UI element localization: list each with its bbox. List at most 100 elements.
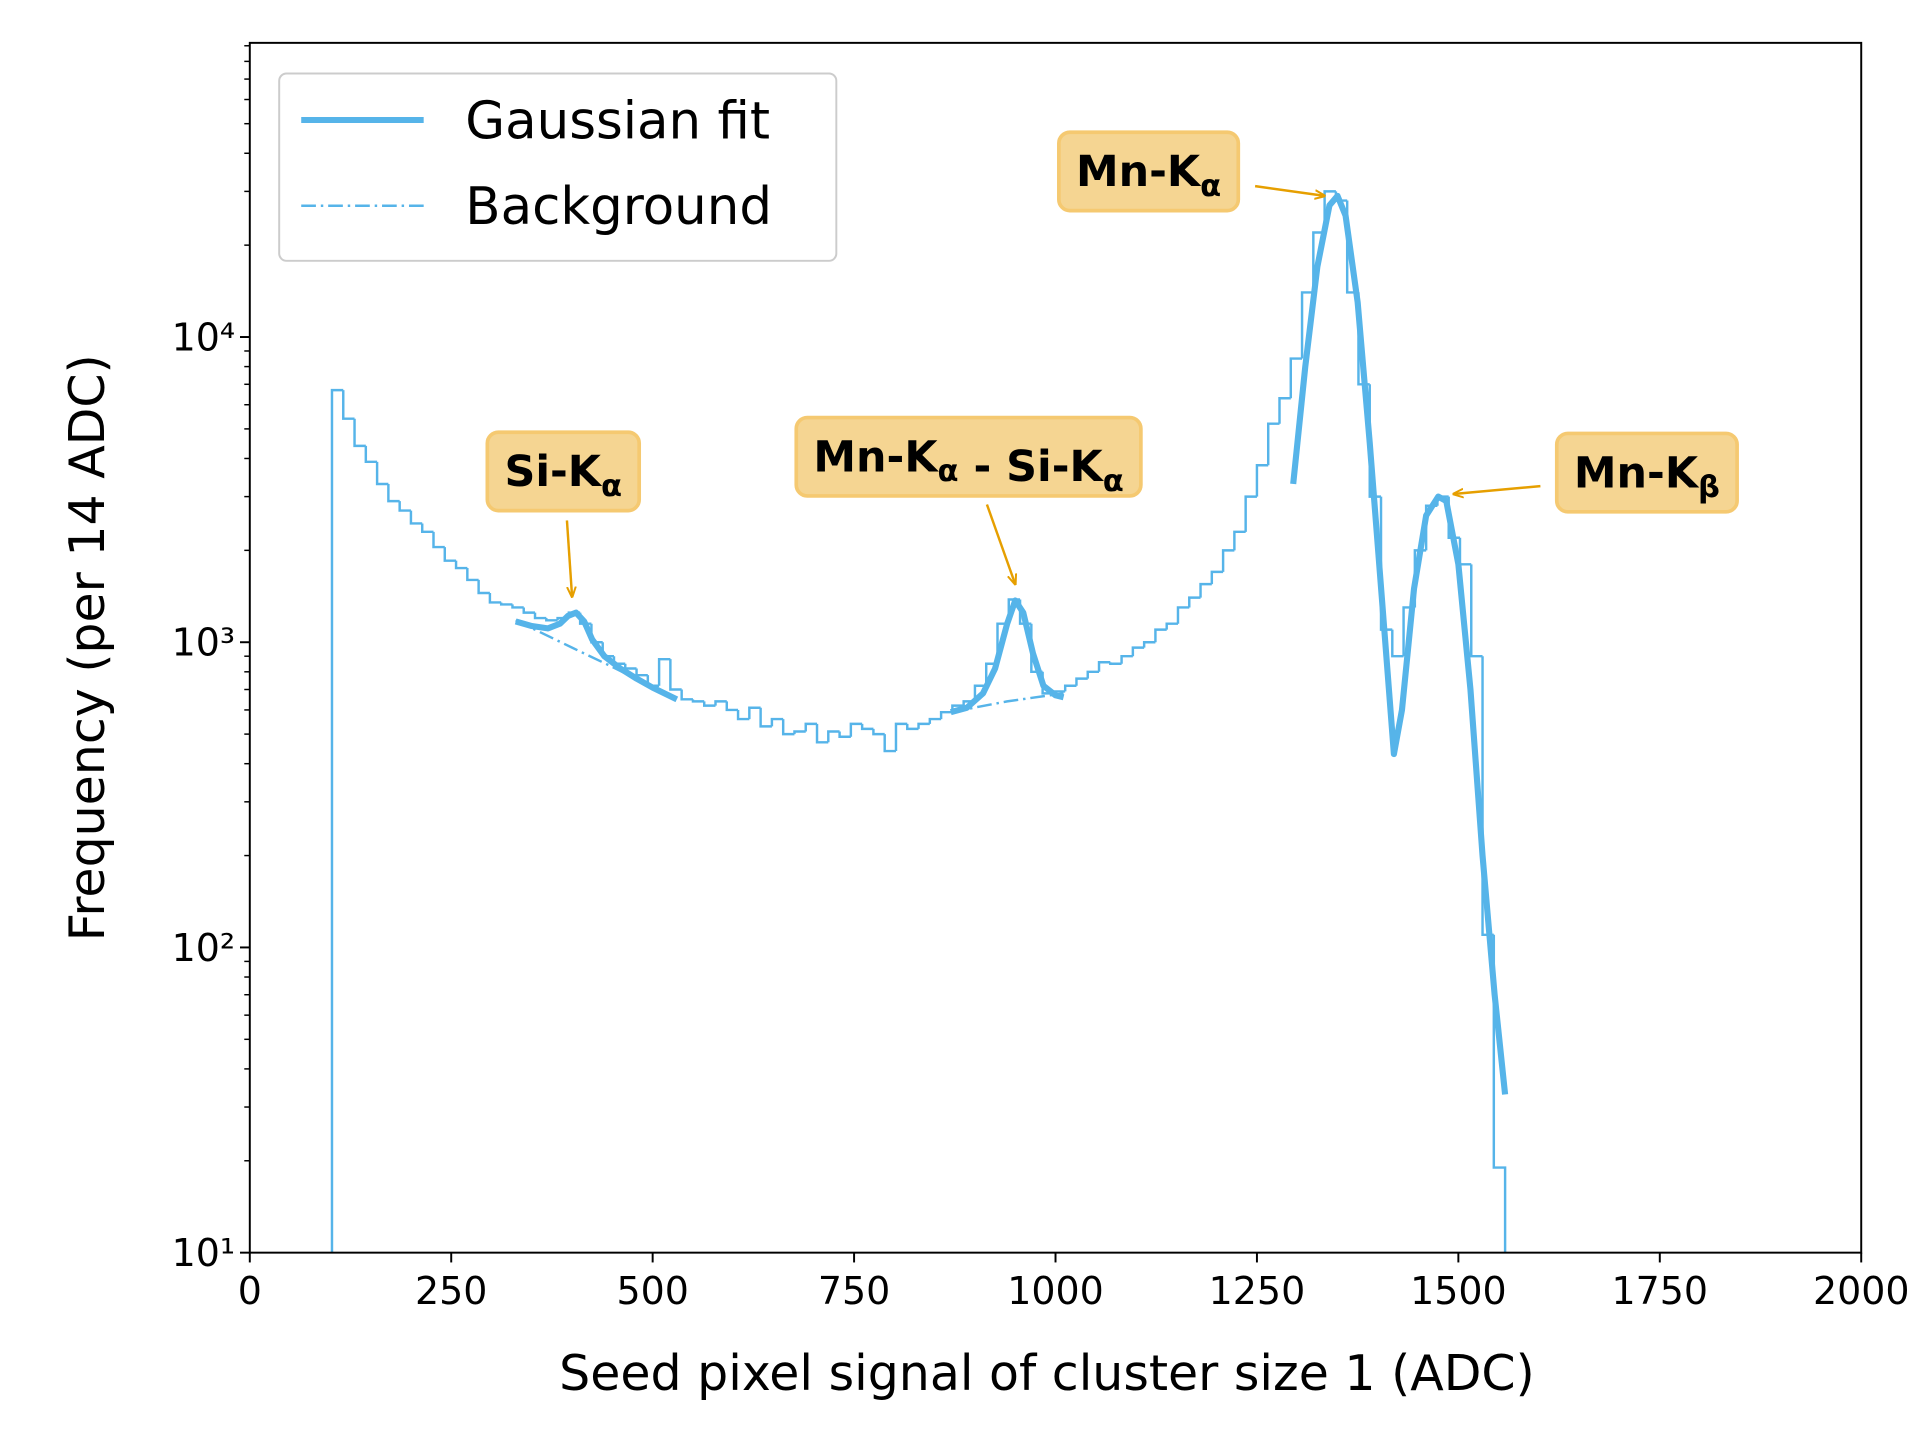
annotation: Mn-Kβ: [1454, 431, 1739, 514]
histogram-bin: [1458, 537, 1472, 566]
x-axis-label: Seed pixel signal of cluster size 1 (ADC…: [559, 1345, 1535, 1402]
histogram-bin: [499, 602, 513, 606]
histogram-bin: [657, 657, 671, 686]
legend-label: Gaussian fit: [465, 91, 770, 151]
histogram-bin: [1097, 660, 1111, 672]
histogram-bin: [387, 483, 400, 503]
histogram-bin: [928, 717, 942, 724]
histogram-bin: [420, 523, 434, 534]
plot-area: [330, 190, 1509, 1253]
annotation: Si-Kα: [485, 430, 642, 596]
legend-label: Background: [465, 177, 772, 237]
histogram-bin: [793, 730, 806, 735]
annotation-text: Mn-Kα - Si-Kα: [813, 432, 1123, 499]
x-tick-label: 1250: [1209, 1269, 1306, 1313]
x-tick-label: 500: [616, 1269, 688, 1313]
histogram-bin: [477, 579, 490, 595]
annotation-text: Mn-Kα: [1076, 147, 1221, 204]
histogram-bin: [1492, 934, 1507, 1253]
annotation-arrow: [1254, 184, 1325, 196]
annotation-box: [1554, 431, 1739, 514]
y-axis-label: Frequency (per 14 ADC): [59, 354, 116, 941]
histogram-bin: [838, 731, 851, 739]
histogram-bin: [1120, 654, 1133, 664]
annotation-sub: α: [1200, 169, 1221, 204]
histogram-bin: [1255, 464, 1269, 497]
histogram-bin: [1379, 496, 1393, 631]
histogram-bin: [1210, 570, 1224, 585]
histogram-bin: [511, 604, 524, 609]
x-tick-label: 1500: [1410, 1269, 1507, 1313]
annotation-box: [485, 430, 642, 513]
x-tick-label: 2000: [1813, 1269, 1910, 1313]
annotation-arrow: [565, 520, 572, 596]
annotation: Mn-Kα - Si-Kα: [794, 415, 1143, 585]
histogram-bin: [770, 717, 784, 727]
histogram-bin: [330, 388, 344, 1253]
histogram-bin: [736, 709, 750, 721]
annotation-sub: β: [1698, 470, 1720, 505]
histogram-bin: [1221, 549, 1235, 572]
annotation-main: Si-K: [504, 447, 602, 497]
annotation-main: Mn-K: [1574, 448, 1700, 498]
histogram-bin: [1086, 670, 1100, 679]
histogram-bin: [1154, 628, 1167, 643]
histogram-bin: [815, 723, 829, 744]
histogram-bin: [1131, 646, 1145, 657]
histogram-bin: [1142, 641, 1156, 648]
histogram-bin: [1244, 495, 1257, 532]
histogram-bin: [917, 722, 930, 729]
histogram-bin: [1470, 564, 1483, 658]
histogram-bin: [759, 707, 772, 728]
histogram-bin: [894, 722, 908, 752]
annotation-text: Si-Kα: [504, 447, 622, 504]
x-tick-label: 1750: [1612, 1269, 1709, 1313]
histogram-bin: [1165, 622, 1178, 630]
background-line: [515, 619, 1064, 714]
histogram-bin: [432, 531, 445, 549]
histogram-bin: [522, 607, 536, 614]
histogram-bin: [1188, 596, 1201, 608]
annotation-sub: α: [938, 454, 959, 489]
annotation-text: Mn-Kβ: [1574, 448, 1720, 505]
y-tick-label: 10³: [172, 621, 235, 665]
annotation-main: Mn-K: [813, 432, 939, 482]
histogram-bin: [906, 723, 919, 731]
y-tick-label: 10¹: [172, 1231, 235, 1275]
annotation-arrow: [985, 504, 1015, 584]
annotation-arrow: [1454, 484, 1541, 494]
histogram-bin: [804, 722, 818, 732]
histogram-bin: [1266, 422, 1280, 466]
annotation-box: [794, 415, 1143, 498]
x-tick-label: 750: [818, 1269, 890, 1313]
legend: Gaussian fit Background: [278, 72, 838, 262]
histogram-bin: [973, 684, 987, 702]
histogram-bin: [342, 390, 355, 420]
histogram-bin: [1176, 606, 1190, 624]
histogram-bin: [364, 445, 378, 464]
histogram-bin: [781, 719, 795, 736]
histogram-bin: [1063, 684, 1077, 692]
histogram-bin: [827, 730, 840, 743]
histogram-bin: [533, 612, 547, 620]
histogram-bin: [680, 689, 693, 701]
histogram-bin: [624, 663, 637, 670]
x-tick-label: 250: [415, 1269, 487, 1313]
histogram-bin: [939, 710, 953, 720]
histogram-bin: [1278, 397, 1291, 424]
histogram-bin: [1300, 291, 1314, 359]
histogram-bin: [488, 592, 502, 604]
histogram-bin: [353, 418, 366, 448]
histogram-bin: [375, 461, 389, 486]
y-tick-label: 10²: [172, 926, 235, 970]
fit-line: [514, 192, 1509, 1095]
histogram-bin: [849, 722, 863, 737]
histogram-bin: [702, 701, 716, 707]
histogram-bin: [443, 547, 457, 562]
histogram-bin: [1312, 231, 1325, 293]
histogram-bin: [466, 568, 479, 582]
histogram-bin: [1075, 677, 1088, 686]
histogram-bin: [454, 560, 468, 570]
annotation-sub: α: [601, 469, 622, 504]
